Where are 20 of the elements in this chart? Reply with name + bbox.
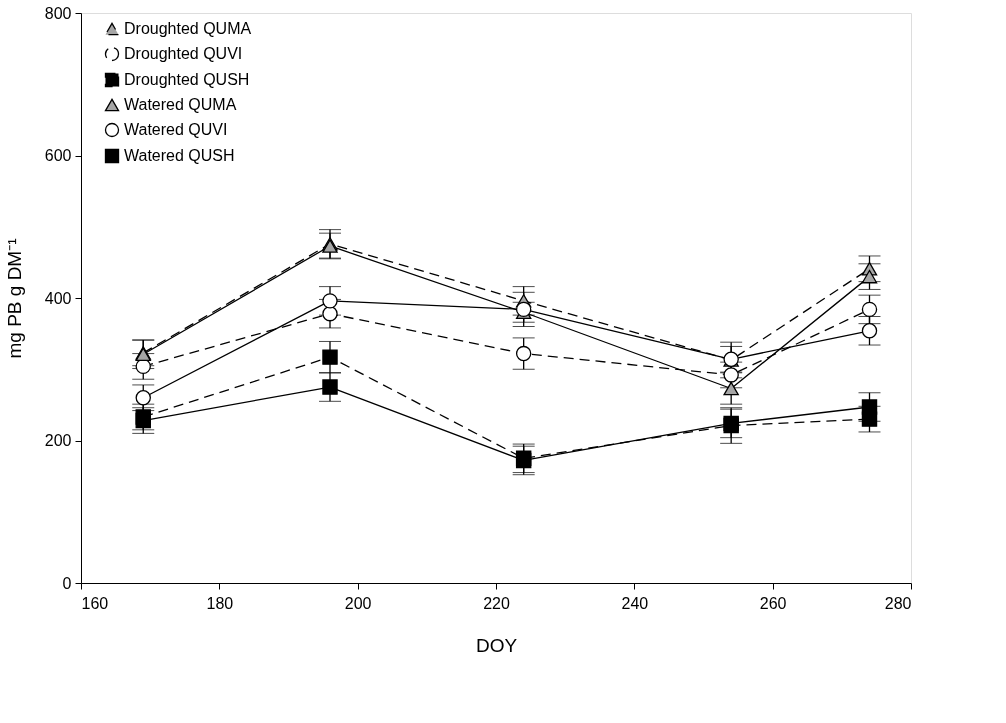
x-tick-label: 260 <box>759 594 787 612</box>
y-tick-label: 800 <box>44 4 72 22</box>
legend-label: Watered QUVI <box>124 121 228 138</box>
legend-label: Droughted QUMA <box>124 20 252 37</box>
x-axis-title: DOY <box>475 634 518 656</box>
x-tick-label: 160 <box>81 594 109 612</box>
x-tick-label: 240 <box>621 594 649 612</box>
x-tick-label: 280 <box>884 594 912 612</box>
x-tick-label: 220 <box>483 594 510 612</box>
legend-label: Droughted QUVI <box>124 45 243 62</box>
legend-label: Droughted QUSH <box>124 71 250 88</box>
y-tick-label: 400 <box>44 289 72 307</box>
y-tick-label: 200 <box>44 432 72 449</box>
legend-label: Watered QUSH <box>124 147 235 164</box>
legend-label: Watered QUMA <box>124 96 237 113</box>
x-tick-label: 200 <box>344 594 372 612</box>
y-tick-label: 0 <box>62 574 72 592</box>
y-tick-label: 600 <box>44 147 72 164</box>
y-axis-title: mg PB g DM⁻¹ <box>3 238 25 359</box>
x-tick-label: 180 <box>206 594 234 612</box>
